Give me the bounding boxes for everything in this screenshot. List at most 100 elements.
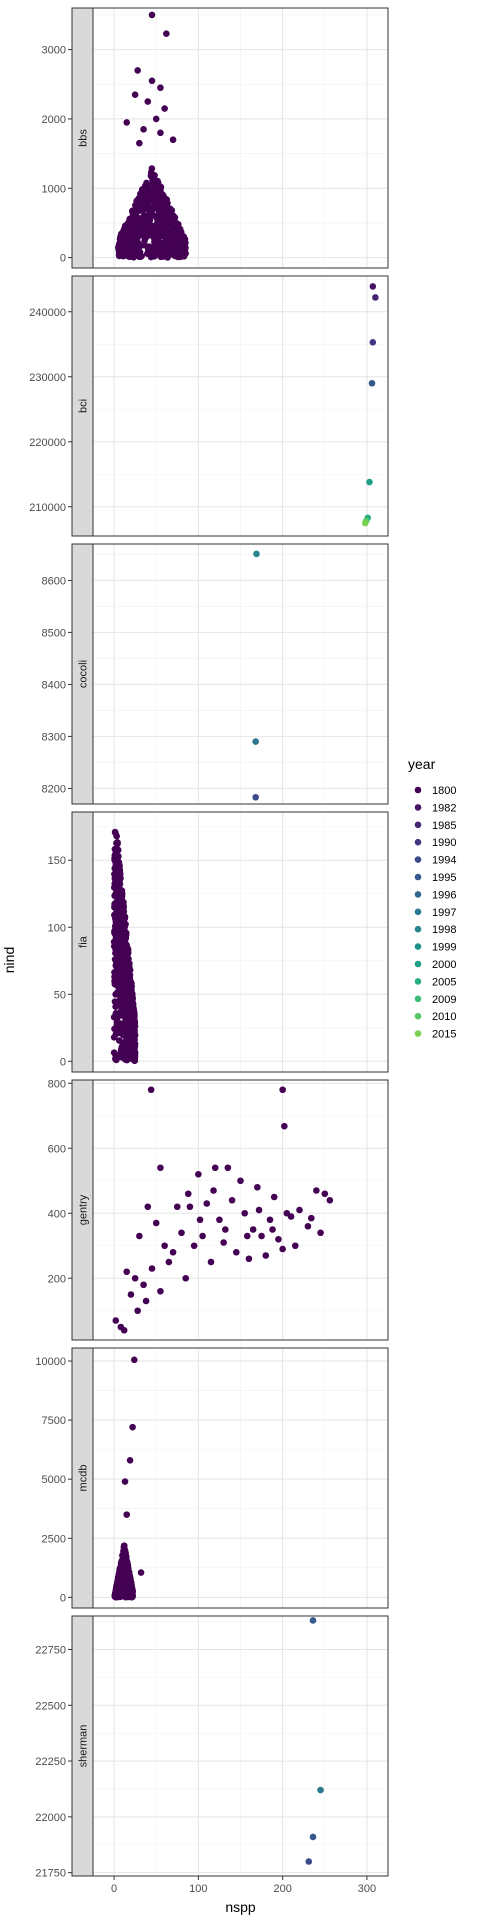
data-point: [115, 1574, 122, 1582]
data-point: [136, 248, 144, 256]
data-point: [207, 1258, 215, 1266]
data-point: [124, 1562, 131, 1569]
data-point: [369, 283, 377, 290]
facet-strip-label: cocoli: [78, 660, 90, 688]
data-point: [144, 232, 151, 240]
legend-key: [414, 1012, 422, 1020]
data-point: [177, 230, 185, 238]
data-point: [122, 929, 130, 937]
y-tick-label: 3000: [42, 45, 66, 57]
data-point: [112, 1317, 120, 1324]
data-point: [116, 870, 124, 877]
legend-item: 1800: [414, 785, 456, 797]
data-point: [281, 1122, 288, 1130]
y-tick-label: 10000: [35, 1356, 66, 1368]
legend-item: 2010: [414, 1011, 456, 1023]
data-point: [305, 1858, 313, 1865]
facet-strip-label: bbs: [78, 129, 90, 147]
y-tick-label: 8500: [42, 627, 66, 639]
data-point: [116, 876, 123, 884]
data-point: [368, 379, 376, 387]
facet-strip: [71, 275, 94, 537]
data-point: [113, 1018, 121, 1026]
point-cloud: [110, 828, 139, 1065]
facet-strip-label: sherman: [78, 1725, 90, 1768]
data-point: [121, 1022, 129, 1030]
data-point: [220, 1239, 227, 1246]
data-point: [180, 237, 188, 245]
data-point: [131, 1056, 138, 1063]
data-point: [111, 980, 119, 988]
data-point: [156, 196, 164, 204]
y-tick-label: 8300: [42, 731, 66, 743]
y-tick-label: 2500: [42, 1533, 66, 1545]
data-point: [111, 901, 118, 909]
data-point: [123, 969, 131, 977]
data-point: [228, 1196, 236, 1204]
data-point: [266, 1216, 274, 1224]
legend: year 1800 1982 1985 1990 1994 1995 1996 1997 199…: [408, 756, 456, 1041]
legend-label: 1994: [432, 855, 456, 867]
x-axis-title: nspp: [225, 1899, 256, 1915]
facet-strip: [71, 543, 94, 805]
data-point: [149, 206, 156, 214]
x-tick-label: 0: [111, 1883, 117, 1895]
legend-key: [414, 925, 422, 933]
facet-strip: [71, 1615, 94, 1877]
data-point: [130, 1021, 138, 1029]
x-axis: 0 100 200 300: [111, 1876, 376, 1895]
legend-label: 1998: [432, 924, 456, 936]
legend-key: [414, 873, 422, 881]
data-point: [366, 478, 373, 486]
data-point: [186, 1203, 194, 1211]
y-tick-label: 150: [48, 855, 66, 867]
data-point: [126, 1456, 134, 1464]
point-cloud: [115, 165, 189, 261]
data-point: [147, 228, 155, 235]
y-tick-label: 2000: [42, 114, 66, 126]
facet-strip-label: mcdb: [78, 1465, 90, 1492]
data-point: [123, 1511, 131, 1518]
y-tick-label: 0: [60, 1056, 66, 1068]
legend-title: year: [408, 756, 436, 772]
data-point: [127, 1040, 134, 1048]
data-point: [120, 246, 128, 254]
legend-item: 1998: [414, 924, 456, 936]
legend-item: 1982: [414, 802, 456, 814]
data-point: [167, 214, 175, 221]
data-point: [131, 1356, 138, 1364]
y-tick-label: 22000: [35, 1812, 66, 1824]
legend-key: [414, 804, 422, 811]
panel-cocoli: 8200 8300 8400 8500 8600 cocoli: [42, 543, 389, 805]
data-point: [138, 192, 145, 199]
data-point: [157, 1164, 164, 1172]
data-point: [144, 1203, 152, 1211]
data-point: [128, 1031, 136, 1038]
legend-label: 1982: [432, 802, 456, 814]
y-tick-label: 21750: [35, 1868, 66, 1880]
y-tick-label: 8400: [42, 679, 66, 691]
data-point: [117, 1566, 125, 1573]
legend-label: 1800: [432, 785, 456, 797]
data-point: [117, 972, 125, 979]
data-point: [134, 1307, 141, 1315]
data-point: [152, 115, 160, 123]
data-point: [113, 839, 120, 847]
data-point: [172, 235, 180, 243]
y-tick-label: 22500: [35, 1700, 66, 1712]
data-point: [128, 998, 136, 1005]
legend-label: 2015: [432, 1029, 456, 1041]
data-point: [112, 949, 119, 957]
data-point: [115, 894, 123, 901]
data-point: [120, 1543, 128, 1551]
facet-strip-label: gentry: [78, 1194, 90, 1225]
y-tick-label: 100: [48, 922, 66, 934]
legend-label: 2010: [432, 1011, 456, 1023]
data-point: [369, 339, 377, 346]
data-point: [182, 250, 189, 257]
y-tick-label: 210000: [29, 502, 66, 514]
data-point: [161, 1242, 168, 1250]
data-point: [142, 1297, 150, 1305]
data-point: [140, 1281, 147, 1289]
y-axis-title: nind: [1, 947, 17, 973]
